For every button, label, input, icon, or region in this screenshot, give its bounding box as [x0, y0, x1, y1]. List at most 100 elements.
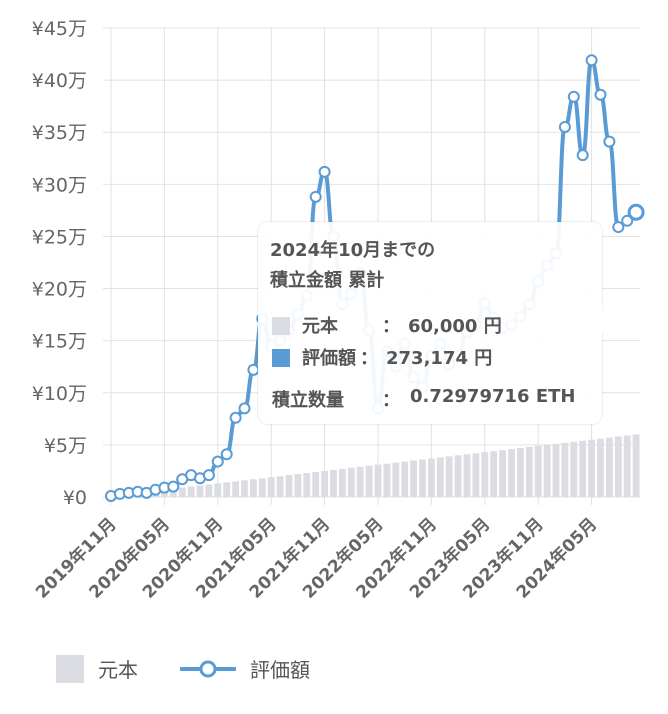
valuation-point — [567, 90, 580, 103]
tooltip-row-quantity: 積立数量 ： 0.72979716 ETH — [272, 386, 575, 412]
principal-bar — [436, 457, 444, 497]
principal-bar — [232, 481, 239, 497]
y-tick-label: ¥10万 — [32, 383, 87, 405]
legend-item-principal[interactable]: 元本 — [56, 654, 138, 683]
principal-bar — [552, 443, 560, 497]
principal-bar — [187, 486, 195, 497]
valuation-point — [318, 165, 331, 178]
principal-bar — [588, 439, 595, 497]
principal-bar — [623, 435, 631, 497]
principal-bar — [472, 453, 480, 497]
principal-bar — [330, 469, 337, 497]
valuation-point — [220, 448, 233, 461]
principal-bar — [410, 460, 417, 497]
principal-bar — [490, 451, 498, 497]
principal-bar — [383, 463, 391, 497]
valuation-point — [309, 190, 322, 203]
valuation-point — [585, 54, 598, 67]
principal-bar — [250, 479, 257, 497]
principal-bar — [543, 444, 551, 497]
tooltip-valuation-label: 評価額 — [302, 348, 356, 369]
tooltip-principal-label: 元本 — [302, 316, 338, 337]
principal-bar — [454, 455, 462, 497]
tooltip-title: 2024年10月までの 積立金額 累計 — [270, 236, 435, 296]
principal-bar — [445, 456, 453, 497]
principal-bar — [597, 438, 604, 497]
tooltip-valuation-value: 273,174 円 — [386, 348, 493, 369]
principal-bar — [561, 442, 569, 497]
y-tick-label: ¥30万 — [32, 174, 87, 196]
principal-bar — [294, 474, 302, 497]
principal-bar — [525, 446, 533, 497]
principal-bar — [419, 459, 426, 497]
tooltip-separator: ： — [360, 348, 378, 369]
tooltip-separator: ： — [382, 390, 400, 411]
valuation-point — [576, 149, 589, 162]
principal-bar — [169, 488, 177, 497]
principal-bar — [606, 437, 613, 497]
principal-bar — [365, 465, 373, 497]
principal-bar — [276, 476, 284, 497]
y-tick-label: ¥25万 — [32, 226, 87, 248]
principal-bar — [205, 484, 213, 497]
principal-bar — [374, 464, 382, 497]
principal-bar — [312, 471, 320, 497]
principal-bar — [392, 462, 400, 497]
valuation-point — [627, 203, 645, 221]
y-tick-label: ¥45万 — [32, 18, 87, 40]
tooltip-title-line2: 積立金額 累計 — [270, 270, 385, 291]
valuation-point — [167, 480, 180, 493]
valuation-point — [603, 135, 616, 148]
principal-bar — [428, 458, 435, 497]
legend-valuation-swatch — [180, 660, 236, 677]
y-tick-label: ¥35万 — [32, 122, 87, 144]
principal-bar — [196, 485, 204, 497]
valuation-point — [612, 221, 625, 234]
principal-bar — [347, 467, 355, 497]
principal-swatch — [272, 317, 290, 335]
y-tick-label: ¥40万 — [32, 70, 87, 92]
valuation-point — [238, 402, 251, 415]
principal-bar — [258, 478, 266, 497]
tooltip-arrow — [602, 310, 614, 334]
y-tick-label: ¥5万 — [44, 435, 87, 457]
principal-bar — [481, 452, 489, 497]
principal-bar — [356, 466, 364, 497]
principal-bar — [579, 440, 587, 497]
valuation-point — [558, 121, 571, 134]
tooltip-quantity-label: 積立数量 — [272, 390, 344, 411]
principal-bar — [303, 473, 311, 497]
principal-bar — [267, 477, 275, 497]
principal-bar — [241, 480, 248, 497]
y-tick-label: ¥0 — [63, 487, 87, 509]
valuation-point — [621, 214, 634, 227]
principal-bar — [499, 450, 506, 497]
principal-bar — [178, 487, 186, 497]
legend-principal-swatch — [56, 654, 84, 683]
legend-principal-label: 元本 — [98, 658, 138, 682]
principal-bar — [517, 448, 524, 497]
legend-item-valuation[interactable]: 評価額 — [180, 654, 310, 683]
principal-bar — [534, 445, 542, 497]
valuation-point — [229, 411, 242, 424]
principal-bar — [214, 483, 222, 497]
tooltip-principal-value: 60,000 円 — [408, 316, 502, 337]
principal-bar — [570, 441, 578, 497]
principal-bar — [401, 461, 409, 497]
y-tick-label: ¥15万 — [32, 331, 87, 353]
principal-bar — [508, 449, 515, 497]
principal-bar — [614, 436, 622, 497]
valuation-point — [594, 88, 607, 101]
principal-bar — [463, 454, 471, 497]
principal-bar — [285, 475, 293, 497]
tooltip: 2024年10月までの 積立金額 累計 元本： 60,000 円 評価額： 273,… — [258, 222, 614, 424]
principal-bar — [321, 470, 328, 497]
principal-bar — [223, 482, 231, 497]
valuation-swatch — [272, 349, 290, 367]
valuation-point — [211, 455, 224, 468]
tooltip-row-valuation: 評価額： 273,174 円 — [272, 344, 492, 370]
y-tick-label: ¥20万 — [32, 279, 87, 301]
tooltip-title-line1: 2024年10月までの — [270, 240, 436, 261]
principal-bar — [632, 434, 640, 497]
principal-bar — [339, 468, 346, 497]
